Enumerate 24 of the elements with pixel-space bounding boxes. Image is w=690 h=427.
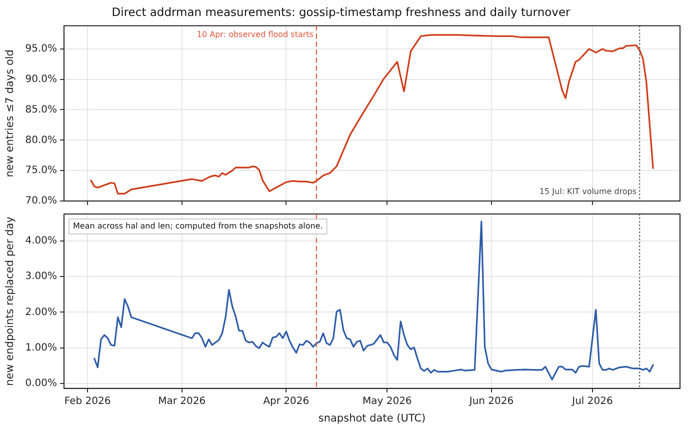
y-tick-label: 95.0% — [25, 44, 57, 55]
x-tick-label: Mar 2026 — [158, 396, 206, 407]
y-tick-label: 75.0% — [25, 165, 57, 176]
y-tick-label: 2.00% — [25, 306, 57, 318]
ref-line-label: 10 Apr: observed flood starts — [196, 30, 314, 39]
chart-title: Direct addrman measurements: gossip-timestamp freshness and daily turnover — [112, 4, 571, 19]
ref-line-label: 15 Jul: KIT volume drops — [539, 187, 637, 196]
x-tick-label: Jun 2026 — [468, 396, 514, 407]
x-tick-label: Apr 2026 — [263, 396, 310, 407]
y-tick-label: 4.00% — [25, 236, 57, 247]
x-tick-label: Feb 2026 — [64, 396, 111, 407]
y-axis-title: new entries ≤7 days old — [4, 50, 16, 178]
y-tick-label: 3.00% — [25, 271, 57, 282]
y-tick-label: 70.0% — [25, 196, 57, 207]
x-tick-label: Jul 2026 — [571, 396, 613, 407]
y-tick-label: 85.0% — [25, 104, 57, 116]
annotation: Mean across hal and len; computed from the snapshots alone. — [73, 222, 323, 231]
y-tick-label: 1.00% — [25, 342, 57, 354]
x-tick-label: May 2026 — [362, 396, 412, 407]
y-axis-title: new endpoints replaced per day — [4, 216, 16, 386]
x-axis-title: snapshot date (UTC) — [318, 412, 426, 424]
y-tick-label: 90.0% — [25, 74, 57, 85]
y-tick-label: 80.0% — [25, 134, 57, 146]
y-tick-label: 0.00% — [25, 378, 57, 390]
